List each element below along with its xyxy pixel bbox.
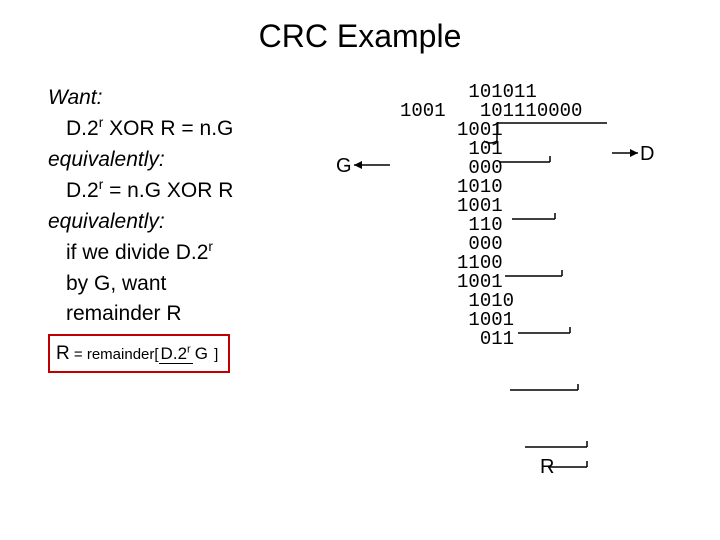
remainder-formula-box: R = remainder[D.2rG ] bbox=[48, 334, 230, 374]
equiv-label-2: equivalently: bbox=[48, 207, 340, 237]
div1-r: r bbox=[208, 239, 213, 254]
formula-denominator: G bbox=[193, 344, 210, 363]
eq1-D: D bbox=[66, 117, 81, 140]
eq2-rest: = n.G XOR R bbox=[103, 179, 233, 202]
step-row: 011 bbox=[400, 330, 582, 349]
num-r: r bbox=[187, 344, 191, 356]
formula-close: ] bbox=[210, 346, 218, 363]
eq1-2: 2 bbox=[87, 117, 99, 140]
formula-R: R bbox=[56, 343, 70, 364]
num-D: D bbox=[161, 344, 173, 363]
div1-text: if we divide D bbox=[66, 241, 191, 264]
eq2-D: D bbox=[66, 179, 81, 202]
formula-fraction: D.2rG bbox=[159, 345, 210, 363]
divide-line-3: remainder R bbox=[48, 299, 340, 329]
equiv-label-1: equivalently: bbox=[48, 145, 340, 175]
want-label: Want: bbox=[48, 83, 340, 113]
divide-line-2: by G, want bbox=[48, 269, 340, 299]
div1-2: 2 bbox=[197, 241, 209, 264]
content-area: Want: D.2r XOR R = n.G equivalently: D.2… bbox=[0, 83, 720, 373]
explanation-text: Want: D.2r XOR R = n.G equivalently: D.2… bbox=[0, 83, 340, 373]
formula-numerator: D.2r bbox=[159, 344, 193, 364]
eq2-2: 2 bbox=[87, 179, 99, 202]
division-rows: 101011 1001 101110000 1001 101 000 1010 … bbox=[400, 83, 582, 349]
formula-rem: remainder[ bbox=[87, 346, 159, 363]
equation-2: D.2r = n.G XOR R bbox=[48, 175, 340, 206]
formula-eq: = bbox=[70, 346, 87, 363]
page-title: CRC Example bbox=[0, 0, 720, 55]
equation-1: D.2r XOR R = n.G bbox=[48, 113, 340, 144]
divide-line-1: if we divide D.2r bbox=[48, 237, 340, 268]
long-division-diagram: G D R bbox=[340, 83, 680, 373]
eq1-rest: XOR R = n.G bbox=[103, 117, 233, 140]
num-2: 2 bbox=[178, 344, 187, 363]
